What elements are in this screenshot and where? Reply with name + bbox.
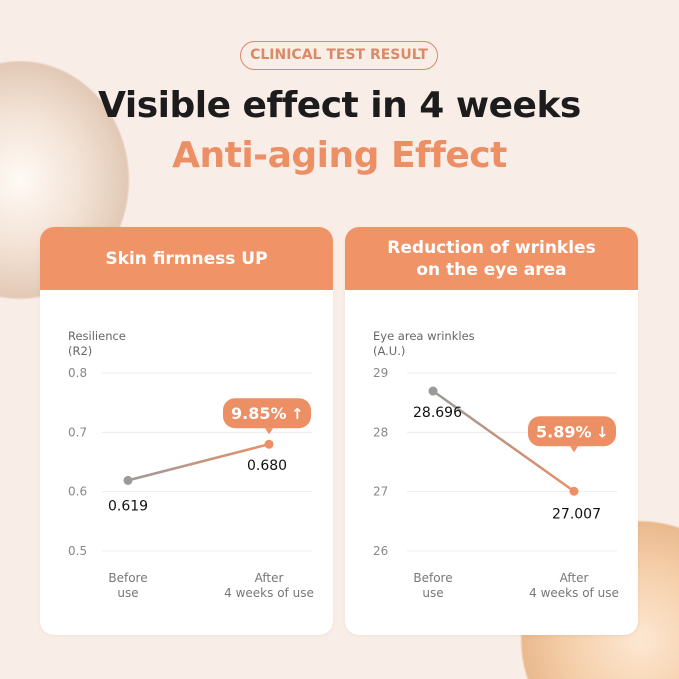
callout-bubble [528, 416, 616, 447]
card-title: Reduction of wrinkles on the eye area [345, 227, 638, 290]
y-tick-label: 27 [373, 485, 388, 499]
subheadline: Anti-aging Effect [172, 135, 507, 176]
y-tick-label: 0.6 [68, 485, 87, 499]
x-tick-label: Before [413, 571, 452, 585]
y-tick-label: 0.8 [68, 366, 87, 380]
x-tick-label: use [422, 586, 443, 600]
wrinkles-card: Reduction of wrinkles on the eye area Ey… [345, 227, 638, 635]
series-line [127, 442, 270, 482]
y-tick-label: 29 [373, 366, 388, 380]
y-tick-label: 0.7 [68, 425, 87, 439]
x-tick-label: After [255, 571, 284, 585]
y-tick-label: 0.5 [68, 544, 87, 558]
arrow-up-icon: ↑ [291, 405, 304, 423]
callout-bubble [223, 398, 311, 429]
data-label: 28.696 [413, 405, 462, 421]
series-line [432, 390, 575, 493]
data-label: 27.007 [552, 506, 601, 522]
data-point-after [264, 439, 274, 449]
firmness-card: Skin firmness UP Resilience (R2) 0.8 0.7 0.6… [40, 227, 333, 635]
data-point-before [428, 386, 438, 396]
callout-pointer [570, 446, 578, 453]
x-tick-label: 4 weeks of use [224, 586, 314, 600]
arrow-down-icon: ↓ [596, 423, 609, 441]
headline: Visible effect in 4 weeks [98, 85, 581, 126]
x-tick-label: 4 weeks of use [529, 586, 619, 600]
firmness-chart: Resilience(R2) 0.8 0.7 0.6 0.5 0.619 0.680 9.85… [68, 329, 314, 600]
callout-value: 5.89% [536, 422, 592, 441]
data-point-before [123, 475, 133, 485]
callout-pointer [265, 428, 273, 435]
data-label: 0.619 [108, 498, 148, 514]
card-title: Skin firmness UP [40, 227, 333, 290]
data-label: 0.680 [247, 458, 287, 474]
x-tick-label: Before [108, 571, 147, 585]
y-axis-label: Eye area wrinkles [373, 329, 475, 343]
y-axis-label: Resilience [68, 329, 126, 343]
data-point-after [569, 486, 579, 496]
y-axis-label: (R2) [68, 344, 92, 358]
wrinkles-chart: Eye area wrinkles(A.U.) 29 28 27 26 28.696 27.… [373, 329, 619, 600]
callout-value: 9.85% [231, 404, 287, 423]
clinical-test-badge: CLINICAL TEST RESULT [240, 41, 438, 70]
y-tick-label: 26 [373, 544, 388, 558]
y-axis-label: (A.U.) [373, 344, 405, 358]
x-tick-label: use [117, 586, 138, 600]
x-tick-label: After [560, 571, 589, 585]
y-tick-label: 28 [373, 425, 388, 439]
